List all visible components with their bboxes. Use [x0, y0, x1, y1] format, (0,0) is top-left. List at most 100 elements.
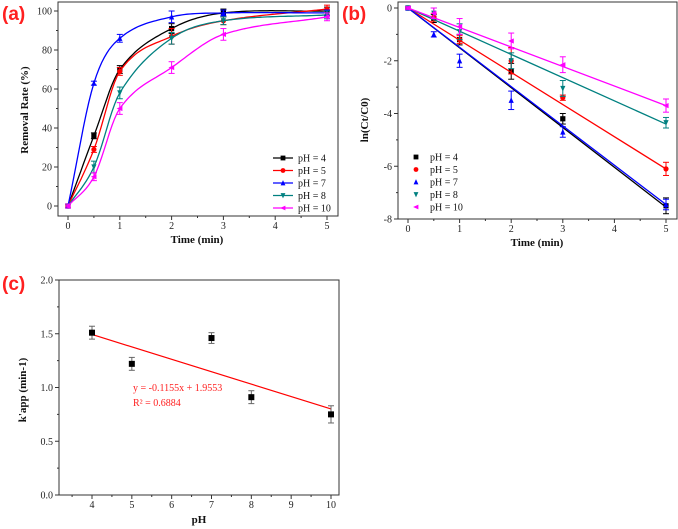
x-axis-label: Time (min)	[171, 234, 224, 246]
x-tick-label: 4	[612, 224, 617, 235]
marker-triangle-left	[168, 64, 175, 71]
y-tick-label: 0	[387, 4, 392, 15]
fit-r-squared: R² = 0.6884	[133, 398, 181, 409]
y-tick-label: 0.5	[41, 437, 54, 448]
legend-label: pH = 10	[430, 203, 463, 214]
marker-triangle-up	[508, 97, 514, 103]
y-tick-label: 1.0	[41, 383, 54, 394]
x-tick-label: 9	[289, 500, 294, 511]
marker-triangle-left	[456, 23, 463, 30]
marker-triangle-left	[64, 203, 71, 209]
marker-triangle-down	[508, 58, 514, 64]
y-axis-label: ln(Ct/C0)	[359, 97, 371, 142]
y-tick-label: 0.0	[41, 491, 54, 502]
marker-triangle-down	[560, 85, 566, 92]
marker-triangle-left	[220, 31, 226, 37]
x-tick-label: 3	[221, 221, 226, 232]
panel-label: (b)	[342, 4, 366, 25]
fit-line	[407, 7, 667, 170]
fit-line	[91, 333, 332, 410]
x-tick-label: 4	[273, 221, 278, 232]
panel-label: (a)	[2, 4, 25, 25]
marker-square	[91, 133, 97, 139]
fit-curve	[67, 8, 328, 207]
y-axis-label: Removal Rate (%)	[19, 66, 31, 154]
fit-curve	[67, 16, 328, 207]
marker-triangle-left	[559, 62, 566, 68]
x-tick-label: 0	[406, 224, 411, 235]
y-tick-label: -8	[384, 215, 392, 226]
marker-square	[248, 394, 255, 401]
marker-square	[413, 154, 419, 160]
y-tick-label: 20	[42, 163, 52, 174]
y-tick-label: 60	[42, 85, 52, 96]
x-tick-label: 1	[117, 221, 122, 232]
legend-label: pH = 5	[430, 165, 458, 176]
y-tick-label: 1.5	[41, 329, 54, 340]
marker-triangle-down	[413, 192, 419, 198]
marker-circle	[280, 168, 286, 173]
x-tick-label: 4	[90, 500, 95, 511]
x-axis-label: Time (min)	[511, 237, 564, 249]
panel-label: (c)	[2, 274, 25, 295]
y-tick-label: 80	[42, 46, 52, 57]
marker-circle	[117, 68, 123, 75]
panel-2: 4 5 6 7 8 9 10 0.0 0.5 1.0 1.5 2.0 (c) k'app (min-1) p…	[2, 274, 340, 526]
fit-curve	[67, 14, 328, 207]
marker-triangle-up	[457, 57, 463, 64]
fit-line	[407, 7, 667, 107]
x-tick-label: 7	[209, 500, 214, 511]
x-tick-label: 5	[129, 500, 134, 511]
marker-triangle-up	[169, 13, 175, 20]
marker-triangle-left	[662, 102, 669, 109]
panel-1: 0 1 2 3 4 5 0 -2 -4 -6 -8 (b) ln(Ct/C0) Time (min) pH …	[342, 1, 678, 249]
marker-triangle-left	[430, 10, 437, 16]
y-tick-label: -6	[384, 162, 392, 173]
panel-0: 0 1 2 3 4 5 0 20 40 60 80 100 (a) Removal Rate (%) Tim…	[2, 1, 339, 246]
y-tick-label: -4	[384, 109, 392, 120]
x-tick-label: 10	[326, 500, 336, 511]
marker-square	[280, 155, 286, 161]
marker-triangle-up	[663, 201, 669, 208]
x-tick-label: 3	[560, 224, 565, 235]
marker-triangle-up	[91, 80, 97, 86]
marker-triangle-left	[413, 204, 419, 210]
plot-frame	[57, 1, 339, 217]
y-tick-label: 0	[47, 202, 52, 213]
marker-triangle-left	[280, 205, 286, 211]
legend-label: pH = 10	[298, 204, 331, 215]
marker-circle	[91, 146, 97, 153]
y-tick-label: 2.0	[41, 276, 54, 287]
marker-triangle-left	[508, 38, 514, 44]
marker-triangle-left	[90, 174, 97, 180]
marker-square	[128, 360, 135, 367]
marker-square	[560, 116, 566, 122]
x-tick-label: 5	[325, 221, 330, 232]
legend-label: pH = 7	[298, 179, 326, 190]
fit-line	[407, 7, 667, 125]
x-tick-label: 6	[169, 500, 174, 511]
fit-equation: y = -0.1155x + 1.9553	[133, 383, 222, 394]
marker-triangle-left	[404, 5, 411, 11]
x-axis-label: pH	[192, 514, 207, 526]
marker-circle	[413, 167, 419, 172]
marker-triangle-up	[413, 179, 419, 185]
marker-triangle-left	[116, 105, 123, 112]
marker-triangle-down	[663, 120, 669, 126]
marker-square	[89, 329, 95, 336]
y-tick-label: 40	[42, 124, 52, 135]
x-tick-label: 2	[169, 221, 174, 232]
legend-label: pH = 7	[430, 178, 458, 189]
fit-curve	[67, 11, 327, 207]
x-tick-label: 0	[66, 221, 71, 232]
fit-line	[407, 7, 667, 206]
legend-label: pH = 8	[298, 191, 326, 202]
y-axis-label: k'app (min-1)	[17, 357, 29, 422]
legend-label: pH = 4	[430, 153, 458, 164]
fit-curve	[67, 10, 327, 207]
legend-label: pH = 4	[298, 154, 326, 165]
marker-triangle-down	[220, 18, 226, 24]
marker-triangle-down	[117, 90, 123, 96]
marker-triangle-up	[220, 9, 226, 16]
